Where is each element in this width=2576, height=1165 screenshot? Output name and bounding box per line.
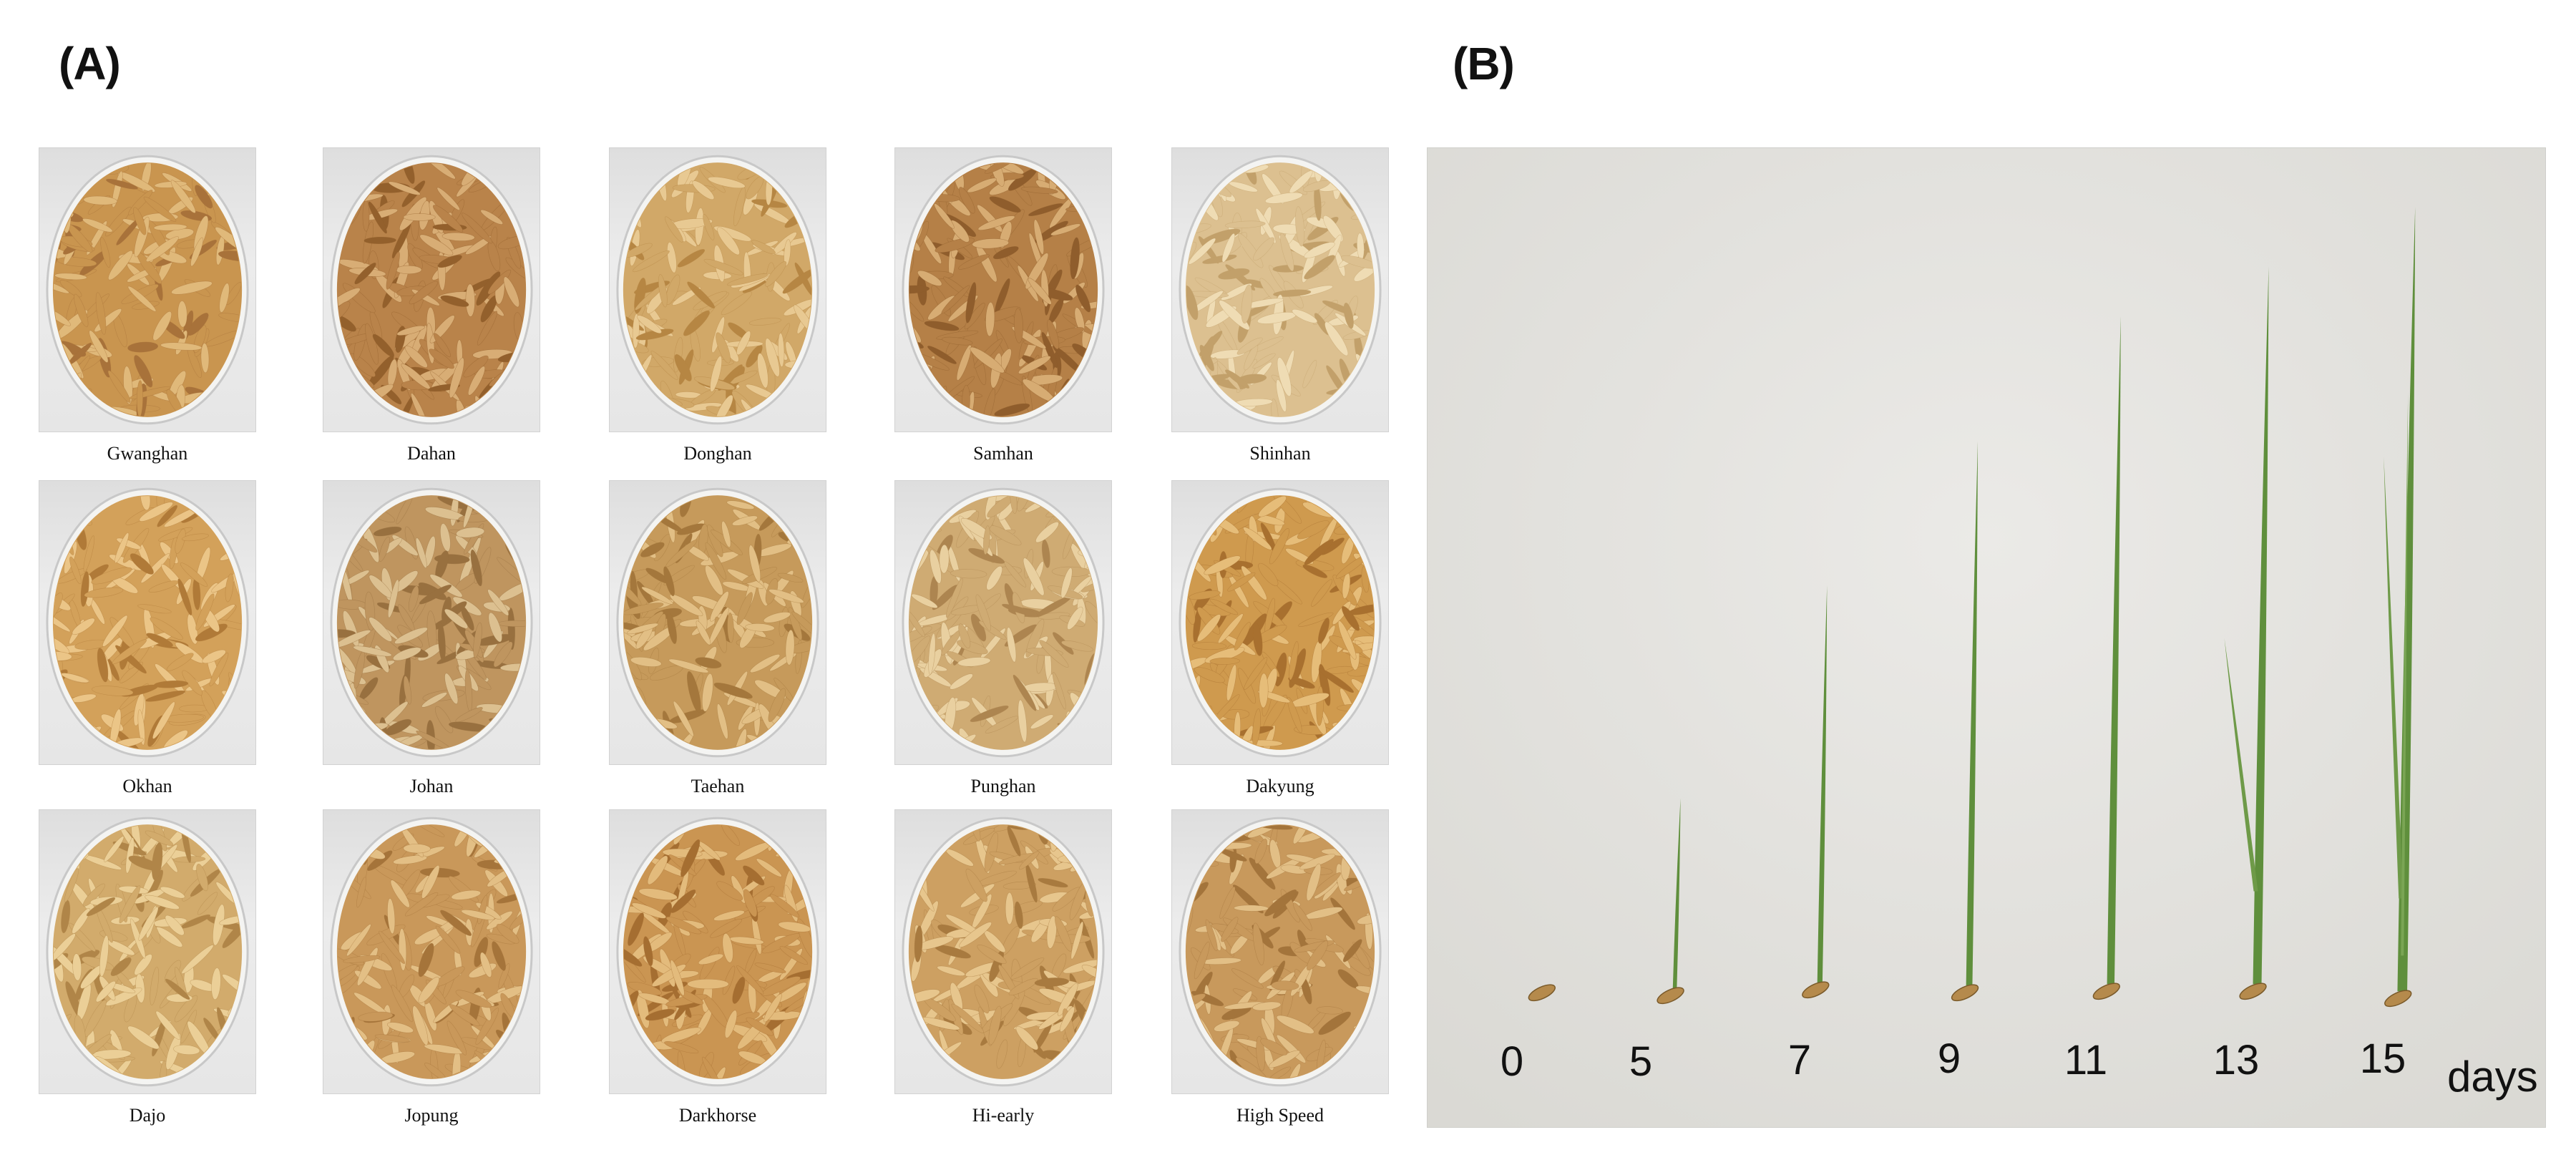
variety-label: Dahan <box>407 443 456 464</box>
variety-label: Samhan <box>973 443 1033 464</box>
seed-dish-photo <box>894 147 1112 432</box>
variety-label: Taehan <box>691 776 745 796</box>
seed-dish-photo <box>323 480 540 765</box>
seed-dish-photo <box>609 480 826 765</box>
seed-dish-photo <box>894 809 1112 1094</box>
seed-dish-photo <box>894 480 1112 765</box>
seed-dish-photo <box>1171 809 1389 1094</box>
day-label: 13 <box>2212 1037 2260 1083</box>
seed-dish-photo <box>39 809 256 1094</box>
day-label: 7 <box>1787 1037 1812 1083</box>
variety-label: Hi-early <box>972 1105 1035 1126</box>
day-label: 0 <box>1500 1038 1524 1085</box>
panel-label-a: (A) <box>59 38 121 89</box>
variety-label: Shinhan <box>1249 443 1311 464</box>
variety-label: Punghan <box>970 776 1036 796</box>
seed-dish-photo <box>39 147 256 432</box>
days-unit-label: days <box>2447 1053 2538 1101</box>
seed-dish-photo <box>39 480 256 765</box>
day-label: 5 <box>1629 1038 1653 1085</box>
variety-label: Darkhorse <box>678 1105 757 1126</box>
day-label: 9 <box>1937 1035 1961 1082</box>
variety-label: High Speed <box>1236 1105 1324 1126</box>
day-label: 11 <box>2064 1037 2108 1083</box>
seedling-growth-photo <box>1427 147 2546 1128</box>
variety-label: Johan <box>409 776 454 796</box>
day-label: 15 <box>2359 1035 2406 1082</box>
seed-dish-photo <box>323 147 540 432</box>
variety-label: Jopung <box>404 1105 459 1126</box>
seed-dish-photo <box>323 809 540 1094</box>
variety-label: Dakyung <box>1246 776 1314 796</box>
variety-label: Dajo <box>129 1105 166 1126</box>
variety-label: Gwanghan <box>107 443 188 464</box>
variety-label: Okhan <box>122 776 172 796</box>
seed-dish-photo <box>609 147 826 432</box>
seed-dish-photo <box>609 809 826 1094</box>
panel-label-b: (B) <box>1453 38 1515 89</box>
seed-dish-photo <box>1171 480 1389 765</box>
seed-dish-photo <box>1171 147 1389 432</box>
variety-label: Donghan <box>683 443 752 464</box>
